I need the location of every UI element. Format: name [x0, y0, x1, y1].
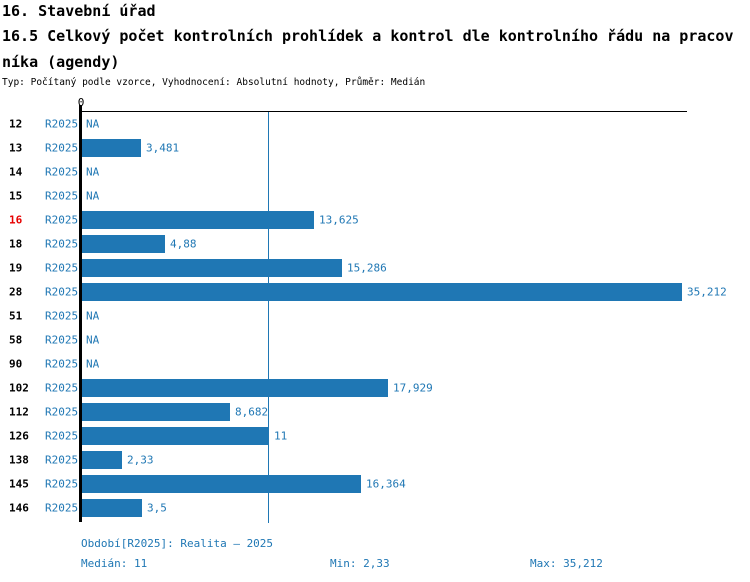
row-period-label: R2025 [45, 213, 79, 227]
row-period-label: R2025 [45, 333, 79, 347]
x-axis-line [79, 111, 687, 112]
row-id-label: 51 [9, 309, 23, 323]
row-id-label: 12 [9, 117, 23, 131]
chart-row: 112 R2025 8,682 [0, 400, 750, 424]
value-label: 35,212 [687, 285, 727, 299]
row-period-label: R2025 [45, 189, 79, 203]
value-bar [82, 283, 682, 301]
value-label: NA [86, 189, 100, 203]
row-period-label: R2025 [45, 165, 79, 179]
value-bar [82, 451, 122, 469]
value-bar [82, 235, 165, 253]
chart-row: 15 R2025 NA [0, 184, 750, 208]
row-id-label: 15 [9, 189, 23, 203]
row-id-label: 18 [9, 237, 23, 251]
chart-row: 146 R2025 3,5 [0, 496, 750, 520]
chart-row: 126 R2025 11 [0, 424, 750, 448]
x-axis-zero-tick-label: 0 [77, 96, 85, 109]
value-bar [82, 475, 361, 493]
value-label: NA [86, 165, 100, 179]
footer-stats-row: Medián: 11 Min: 2,33 Max: 35,212 [0, 557, 750, 571]
chart-row: 19 R2025 15,286 [0, 256, 750, 280]
row-id-label: 145 [9, 477, 29, 491]
chart-row: 90 R2025 NA [0, 352, 750, 376]
value-label: 3,481 [146, 141, 180, 155]
row-id-label: 112 [9, 405, 29, 419]
value-label: 3,5 [147, 501, 167, 515]
value-bar [82, 139, 141, 157]
value-label: 13,625 [319, 213, 359, 227]
row-period-label: R2025 [45, 285, 79, 299]
row-id-label: 14 [9, 165, 23, 179]
value-label: 17,929 [393, 381, 433, 395]
chart-row: 51 R2025 NA [0, 304, 750, 328]
chart-row: 12 R2025 NA [0, 112, 750, 136]
value-bar [82, 211, 314, 229]
value-label: 11 [274, 429, 288, 443]
median-reference-line [268, 112, 269, 523]
row-id-label: 102 [9, 381, 29, 395]
row-id-label: 90 [9, 357, 23, 371]
footer-min-label: Min: 2,33 [330, 557, 390, 570]
row-id-label: 138 [9, 453, 29, 467]
value-bar [82, 259, 342, 277]
value-label: 2,33 [127, 453, 154, 467]
row-period-label: R2025 [45, 477, 79, 491]
value-label: 15,286 [347, 261, 387, 275]
value-label: 8,682 [235, 405, 269, 419]
row-period-label: R2025 [45, 261, 79, 275]
chart-row: 18 R2025 4,88 [0, 232, 750, 256]
value-bar [82, 403, 230, 421]
value-bar [82, 499, 142, 517]
chart-row: 16 R2025 13,625 [0, 208, 750, 232]
row-id-label: 19 [9, 261, 23, 275]
row-period-label: R2025 [45, 357, 79, 371]
chart-row: 145 R2025 16,364 [0, 472, 750, 496]
value-label: NA [86, 333, 100, 347]
row-period-label: R2025 [45, 117, 79, 131]
row-id-label: 126 [9, 429, 29, 443]
row-period-label: R2025 [45, 141, 79, 155]
value-bar [82, 427, 269, 445]
row-period-label: R2025 [45, 501, 79, 515]
chart-row: 138 R2025 2,33 [0, 448, 750, 472]
chart-title-line-1: 16.5 Celkový počet kontrolních prohlídek… [2, 27, 734, 45]
value-label: 16,364 [366, 477, 406, 491]
row-id-label: 28 [9, 285, 23, 299]
chart-row: 102 R2025 17,929 [0, 376, 750, 400]
chart-row: 13 R2025 3,481 [0, 136, 750, 160]
row-period-label: R2025 [45, 237, 79, 251]
row-period-label: R2025 [45, 453, 79, 467]
footer-period-label: Období[R2025]: Realita – 2025 [81, 537, 274, 550]
row-id-label: 58 [9, 333, 23, 347]
value-label: NA [86, 309, 100, 323]
chart-row: 14 R2025 NA [0, 160, 750, 184]
chart-meta-line: Typ: Počítaný podle vzorce, Vyhodnocení:… [2, 77, 426, 88]
row-id-label: 146 [9, 501, 29, 515]
footer-median-label: Medián: 11 [81, 557, 148, 570]
page-title: 16. Stavební úřad [2, 2, 156, 20]
footer-max-label: Max: 35,212 [530, 557, 603, 570]
y-axis-line [79, 105, 82, 522]
chart-title-line-2: níka (agendy) [2, 53, 120, 71]
value-bar [82, 379, 388, 397]
value-label: NA [86, 117, 100, 131]
value-label: 4,88 [170, 237, 197, 251]
row-period-label: R2025 [45, 429, 79, 443]
row-period-label: R2025 [45, 381, 79, 395]
chart-row: 28 R2025 35,212 [0, 280, 750, 304]
chart-row: 58 R2025 NA [0, 328, 750, 352]
value-label: NA [86, 357, 100, 371]
row-id-label: 13 [9, 141, 23, 155]
row-period-label: R2025 [45, 405, 79, 419]
row-id-label: 16 [9, 213, 23, 227]
row-period-label: R2025 [45, 309, 79, 323]
